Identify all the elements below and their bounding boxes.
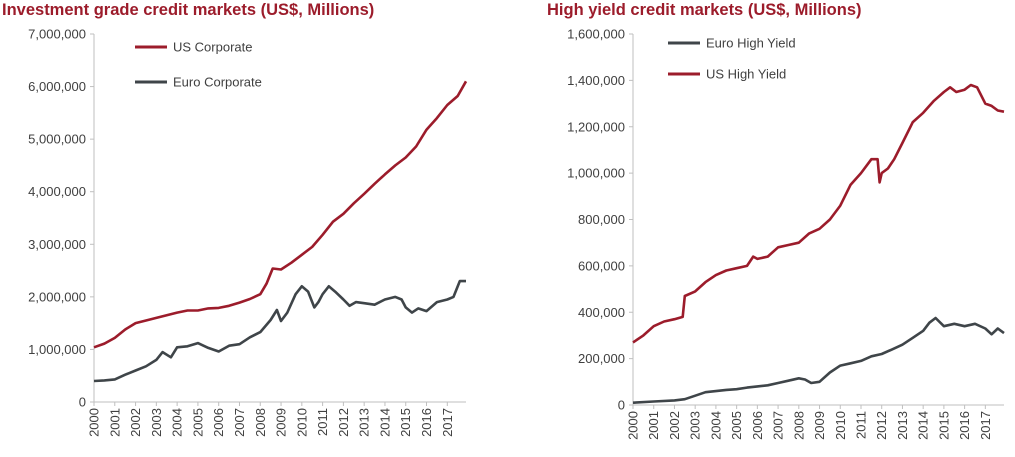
- y-tick-label: 0: [79, 395, 86, 410]
- series-line-euro-high-yield: [632, 316, 1005, 404]
- x-tick-label: 2005: [729, 411, 744, 440]
- y-tick-label: 800,000: [578, 212, 625, 227]
- legend-label: Euro High Yield: [706, 36, 796, 51]
- series-line-us-corporate: [93, 80, 468, 349]
- x-tick-label: 2009: [274, 408, 289, 437]
- investment-grade-plot: 0 1,000,000 2,000,000 3,000,000 4,000,000 5,0…: [28, 27, 468, 437]
- y-tick-label: 3,000,000: [28, 237, 86, 252]
- x-tick-label: 2002: [667, 411, 682, 440]
- y-tick-label: 7,000,000: [28, 27, 86, 42]
- y-tick-label: 1,600,000: [567, 27, 625, 42]
- x-tick-label: 2008: [791, 411, 806, 440]
- x-tick-label: 2001: [107, 408, 122, 437]
- x-tick-label: 2006: [211, 408, 226, 437]
- y-tick-label: 0: [618, 398, 625, 413]
- x-tick-label: 2015: [936, 411, 951, 440]
- x-tick-label: 2003: [688, 411, 703, 440]
- x-tick-label: 2002: [128, 408, 143, 437]
- x-tick-label: 2010: [833, 411, 848, 440]
- y-tick-label: 400,000: [578, 305, 625, 320]
- x-tick-label: 2012: [874, 411, 889, 440]
- x-tick-label: 2001: [646, 411, 661, 440]
- y-tick-label: 4,000,000: [28, 184, 86, 199]
- x-tick-label: 2008: [253, 408, 268, 437]
- y-tick-label: 200,000: [578, 351, 625, 366]
- investment-grade-chart: Investment grade credit markets (US$, Mi…: [0, 0, 492, 457]
- series-line-euro-corporate: [93, 279, 466, 383]
- y-tick-label: 6,000,000: [28, 79, 86, 94]
- x-tick-label: 2005: [190, 408, 205, 437]
- y-tick-label: 1,200,000: [567, 119, 625, 134]
- x-tick-label: 2006: [750, 411, 765, 440]
- series-line-us-high-yield: [632, 83, 1005, 344]
- high-yield-chart: High yield credit markets (US$, Millions…: [530, 0, 1015, 457]
- x-tick-label: 2014: [377, 408, 392, 437]
- x-tick-label: 2017: [978, 411, 993, 440]
- x-tick-label: 2012: [336, 408, 351, 437]
- x-tick-label: 2009: [812, 411, 827, 440]
- legend-label: US High Yield: [706, 67, 786, 82]
- y-tick-label: 1,000,000: [567, 166, 625, 181]
- legend-label: Euro Corporate: [173, 75, 262, 90]
- x-tick-label: 2014: [916, 411, 931, 440]
- x-tick-label: 2004: [170, 408, 185, 437]
- x-tick-label: 2011: [315, 408, 330, 436]
- x-tick-label: 2007: [771, 411, 786, 440]
- x-tick-label: 2013: [357, 408, 372, 437]
- x-tick-label: 2000: [87, 408, 102, 437]
- chart-title: High yield credit markets (US$, Millions…: [547, 1, 862, 19]
- x-tick-label: 2016: [957, 411, 972, 440]
- x-tick-label: 2010: [294, 408, 309, 437]
- x-tick-label: 2015: [398, 408, 413, 437]
- x-tick-label: 2016: [419, 408, 434, 437]
- x-tick-label: 2011: [853, 411, 868, 439]
- chart-title: Investment grade credit markets (US$, Mi…: [2, 1, 375, 19]
- x-tick-label: 2004: [708, 411, 723, 440]
- y-tick-label: 1,400,000: [567, 73, 625, 88]
- legend-label: US Corporate: [173, 40, 252, 55]
- high-yield-plot: 0 200,000 400,000 600,000 800,000 1,000,000 1,…: [567, 27, 1005, 440]
- y-tick-label: 600,000: [578, 258, 625, 273]
- y-tick-label: 1,000,000: [28, 342, 86, 357]
- x-tick-label: 2017: [440, 408, 455, 437]
- x-tick-label: 2013: [895, 411, 910, 440]
- x-tick-label: 2003: [149, 408, 164, 437]
- y-tick-label: 5,000,000: [28, 132, 86, 147]
- x-tick-label: 2000: [626, 411, 641, 440]
- y-tick-label: 2,000,000: [28, 289, 86, 304]
- x-tick-label: 2007: [232, 408, 247, 437]
